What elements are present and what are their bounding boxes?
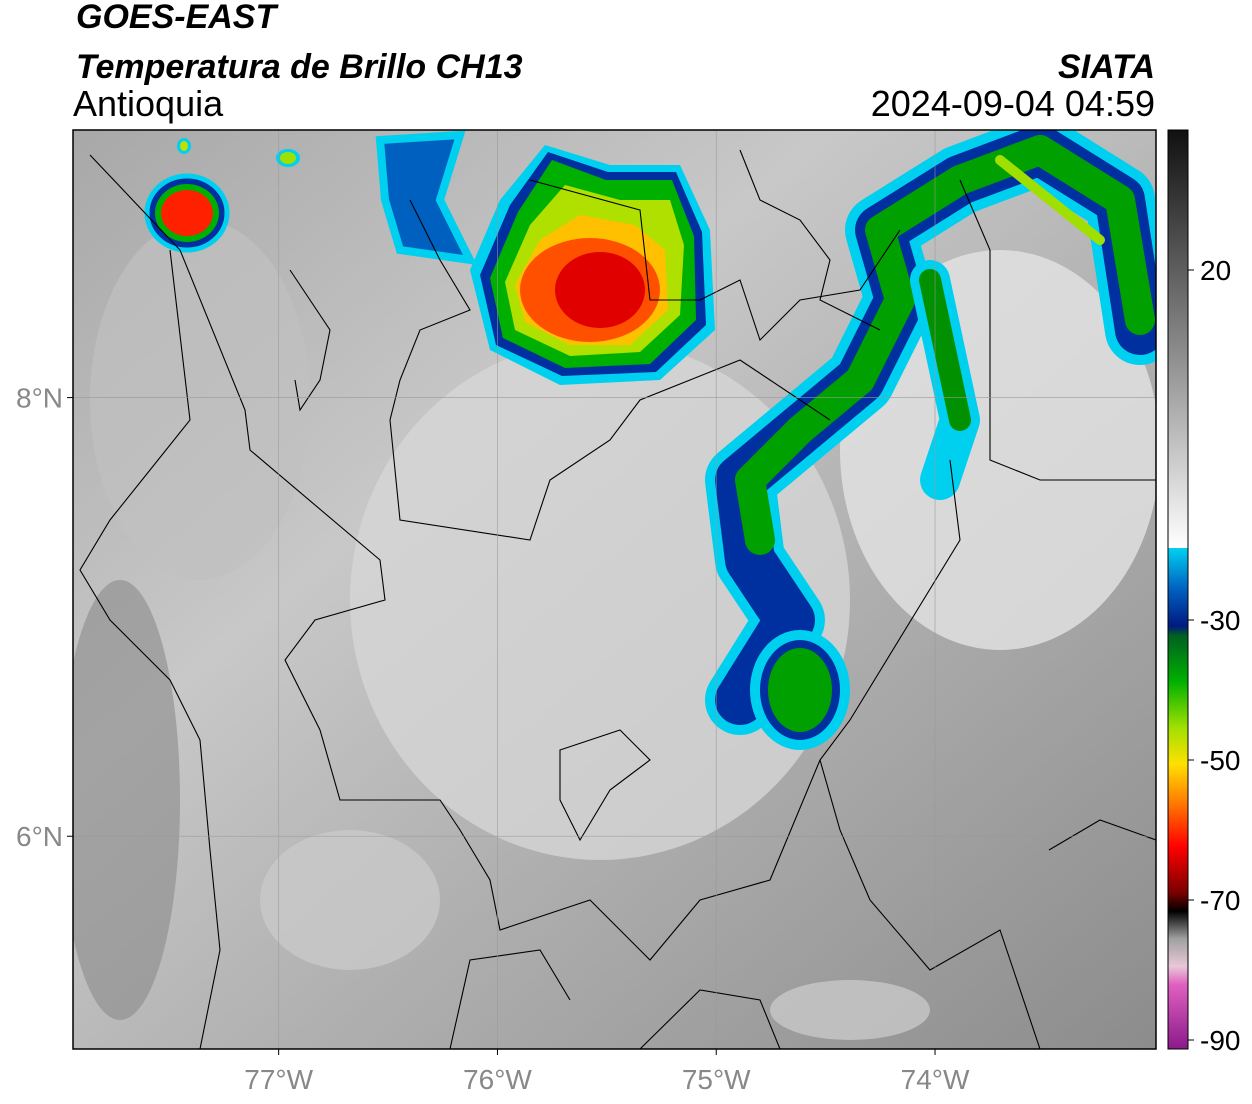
x-tick-label: 75°W	[682, 1064, 751, 1095]
x-tick-label: 76°W	[463, 1064, 532, 1095]
source: SIATA	[1058, 48, 1155, 86]
colorbar-label: -70	[1200, 885, 1240, 916]
map-frame	[72, 129, 1157, 1050]
colorbar-label: -90	[1200, 1025, 1240, 1056]
x-tick-label: 77°W	[244, 1064, 313, 1095]
colorbar	[1167, 129, 1189, 1050]
colorbar-label: 20	[1200, 255, 1231, 286]
title: GOES-EAST	[76, 0, 279, 36]
colorbar-label: -30	[1200, 605, 1240, 636]
y-tick-label: 6°N	[16, 821, 63, 852]
y-tick-label: 8°N	[16, 383, 63, 414]
map-image	[73, 130, 1156, 1049]
colorbar-label: -50	[1200, 745, 1240, 776]
grid	[73, 130, 1156, 1049]
region: Antioquia	[73, 83, 224, 124]
subtitle: Temperatura de Brillo CH13	[76, 48, 523, 86]
timestamp: 2024-09-04 04:59	[871, 83, 1155, 124]
x-tick-label: 74°W	[901, 1064, 970, 1095]
